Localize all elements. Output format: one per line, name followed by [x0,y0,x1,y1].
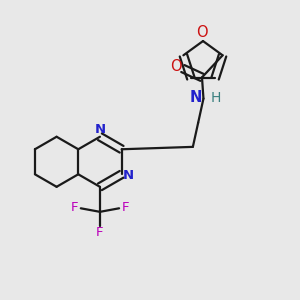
Text: F: F [96,226,104,239]
Text: N: N [190,91,202,106]
Text: F: F [70,201,78,214]
Text: O: O [196,25,207,40]
Text: N: N [122,169,134,182]
Text: H: H [211,91,221,105]
Text: F: F [122,201,129,214]
Text: N: N [95,123,106,136]
Text: O: O [170,59,182,74]
